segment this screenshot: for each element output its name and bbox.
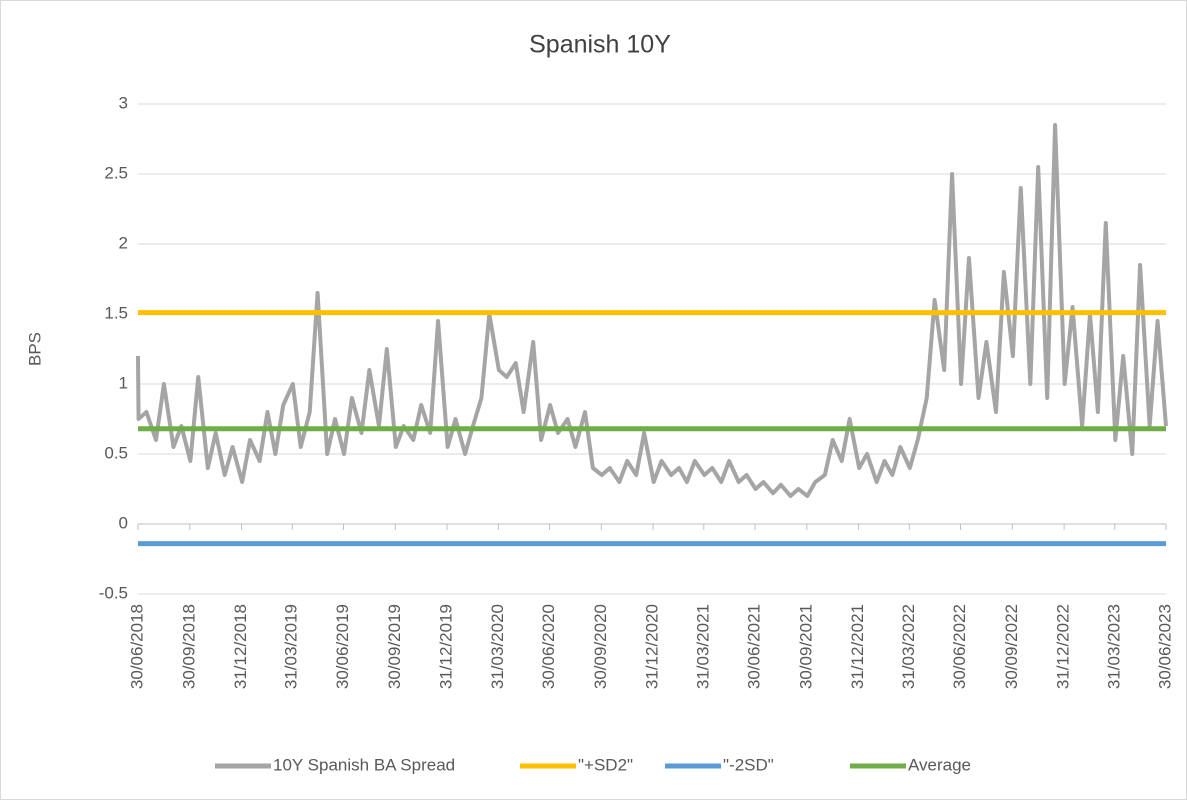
y-tick-label: 3 bbox=[119, 93, 128, 112]
x-tick-label: 30/06/2023 bbox=[1155, 604, 1174, 689]
x-tick-label: 31/03/2021 bbox=[693, 604, 712, 689]
x-tick-label: 31/12/2019 bbox=[437, 604, 456, 689]
legend-label: Average bbox=[908, 755, 971, 774]
x-tick-label: 31/03/2023 bbox=[1104, 604, 1123, 689]
y-tick-label: -0.5 bbox=[99, 583, 128, 602]
x-tick-label: 31/03/2019 bbox=[282, 604, 301, 689]
x-tick-label: 31/12/2022 bbox=[1054, 604, 1073, 689]
x-tick-label: 31/03/2020 bbox=[488, 604, 507, 689]
x-tick-label: 31/12/2021 bbox=[848, 604, 867, 689]
series-line bbox=[136, 123, 1168, 498]
x-tick-label: 31/12/2020 bbox=[643, 604, 662, 689]
legend-label: "+SD2" bbox=[578, 755, 633, 774]
y-tick-label: 1.5 bbox=[104, 303, 128, 322]
x-tick-label: 31/12/2018 bbox=[231, 604, 250, 689]
x-tick-label: 30/06/2021 bbox=[745, 604, 764, 689]
x-tick-label: 30/06/2022 bbox=[950, 604, 969, 689]
legend-label: 10Y Spanish BA Spread bbox=[273, 755, 455, 774]
y-tick-label: 0.5 bbox=[104, 443, 128, 462]
y-tick-label: 1 bbox=[119, 373, 128, 392]
y-axis-label: BPS bbox=[25, 332, 44, 366]
x-tick-label: 30/09/2020 bbox=[591, 604, 610, 689]
x-tick-label: 31/03/2022 bbox=[899, 604, 918, 689]
x-tick-label: 30/06/2019 bbox=[333, 604, 352, 689]
x-tick-label: 30/06/2018 bbox=[127, 604, 146, 689]
y-tick-label: 2 bbox=[119, 233, 128, 252]
x-tick-label: 30/09/2019 bbox=[385, 604, 404, 689]
x-tick-label: 30/09/2018 bbox=[179, 604, 198, 689]
legend-label: "-2SD" bbox=[723, 755, 774, 774]
chart-title: Spanish 10Y bbox=[529, 31, 671, 59]
y-tick-label: 2.5 bbox=[104, 163, 128, 182]
x-tick-label: 30/09/2022 bbox=[1002, 604, 1021, 689]
x-tick-label: 30/06/2020 bbox=[539, 604, 558, 689]
x-tick-label: 30/09/2021 bbox=[796, 604, 815, 689]
y-tick-label: 0 bbox=[119, 513, 128, 532]
